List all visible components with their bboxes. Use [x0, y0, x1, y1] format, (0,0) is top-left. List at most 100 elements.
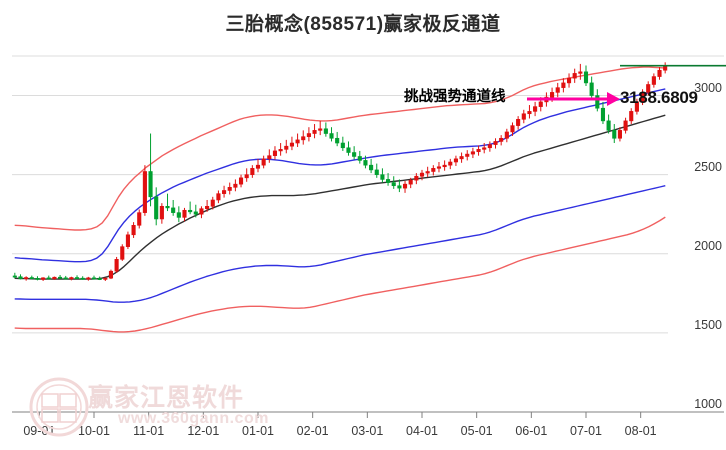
candle-body — [289, 142, 294, 147]
candle-body — [578, 71, 583, 74]
candle-body — [171, 207, 176, 213]
candle-body — [369, 164, 374, 171]
candle-body — [46, 277, 51, 280]
candle-body — [63, 277, 68, 280]
candle-body — [402, 183, 408, 189]
candle-body — [555, 87, 560, 93]
candle-body — [131, 224, 136, 236]
candle-body — [125, 234, 130, 247]
candle-body — [408, 179, 413, 185]
candle-body — [459, 156, 464, 160]
candle-body — [357, 156, 362, 161]
candle-body — [261, 158, 266, 166]
candle-body — [448, 161, 453, 166]
candle-body — [295, 139, 300, 144]
candle-body — [323, 128, 328, 134]
candle-body — [210, 199, 215, 207]
candle-body — [595, 95, 600, 109]
candle-body — [510, 125, 515, 133]
x-axis-tick-label: 03-01 — [351, 424, 384, 438]
candle-body — [238, 177, 244, 185]
x-axis-tick-label: 10-01 — [78, 424, 110, 438]
candle-body — [142, 171, 147, 213]
channel-band-line — [14, 216, 666, 333]
candle-body — [193, 211, 198, 215]
candle-body — [521, 113, 526, 120]
candle-body — [606, 120, 611, 131]
candle-body — [623, 120, 628, 131]
candle-body — [312, 130, 317, 134]
candle-body — [58, 276, 63, 279]
candle-body — [487, 144, 492, 149]
candle-body — [255, 164, 261, 169]
candle-body — [154, 196, 159, 220]
candle-body — [148, 171, 153, 198]
candle-body — [205, 206, 210, 209]
candle-body — [629, 111, 634, 122]
x-axis-tick-label: 06-01 — [515, 424, 548, 438]
candle-body — [18, 276, 23, 280]
candle-body — [646, 84, 651, 93]
x-axis-tick-label: 09-01 — [23, 424, 56, 438]
candle-body — [600, 107, 606, 122]
candle-body — [165, 206, 170, 209]
candle-body — [533, 106, 538, 112]
candle-body — [589, 82, 594, 96]
y-axis-tick-label: 2500 — [694, 159, 722, 174]
candle-body — [284, 145, 289, 150]
y-axis-tick-label: 1000 — [694, 397, 722, 411]
candle-body — [436, 166, 442, 169]
candle-body — [583, 71, 589, 84]
candle-body — [527, 111, 532, 115]
candle-body — [640, 92, 645, 103]
candle-body — [306, 133, 311, 137]
candle-body — [301, 136, 306, 141]
x-axis-tick-label: 01-01 — [242, 424, 274, 438]
annotation-arrow-head — [607, 92, 620, 106]
candle-body — [91, 277, 97, 280]
candle-body — [233, 183, 238, 188]
channel-band-line — [14, 114, 666, 280]
candle-body — [329, 133, 334, 139]
candle-body — [272, 150, 278, 156]
candle-body — [250, 168, 255, 175]
candle-body — [86, 277, 91, 280]
candle-body — [612, 130, 617, 139]
candle-body — [442, 164, 447, 168]
candle-body — [493, 141, 498, 145]
candle-body — [363, 160, 368, 166]
candle-body — [244, 174, 249, 179]
candle-body — [346, 147, 351, 153]
channel-band-line — [14, 66, 666, 231]
candle-body — [617, 130, 622, 139]
x-axis-tick-label: 04-01 — [406, 424, 438, 438]
candle-body — [159, 206, 164, 220]
candle-body — [634, 101, 639, 112]
candle-body — [374, 169, 379, 175]
candle-body — [391, 182, 396, 187]
candle-body — [222, 190, 227, 194]
candle-body — [69, 277, 74, 280]
candle-body — [216, 193, 221, 201]
candle-body — [465, 153, 470, 157]
candle-body — [182, 209, 187, 218]
candle-body — [397, 185, 402, 189]
candle-body — [103, 277, 108, 280]
candle-body — [74, 277, 80, 280]
candle-body — [516, 118, 521, 126]
candle-body — [278, 149, 283, 152]
x-axis-tick-label: 05-01 — [460, 424, 493, 438]
channel-annotation-label: 挑战强势通道线 — [404, 89, 506, 105]
candle-body — [29, 277, 34, 280]
candle-body — [12, 275, 17, 278]
candle-body — [380, 174, 385, 180]
candle-body — [41, 277, 46, 280]
candle-body — [561, 82, 566, 88]
x-axis-tick-label: 11-01 — [133, 424, 165, 438]
candle-body — [550, 92, 555, 98]
candle-body — [267, 155, 272, 160]
current-price-label: 3188.6809 — [620, 88, 698, 107]
candle-body — [538, 101, 543, 107]
candle-body — [414, 175, 419, 181]
